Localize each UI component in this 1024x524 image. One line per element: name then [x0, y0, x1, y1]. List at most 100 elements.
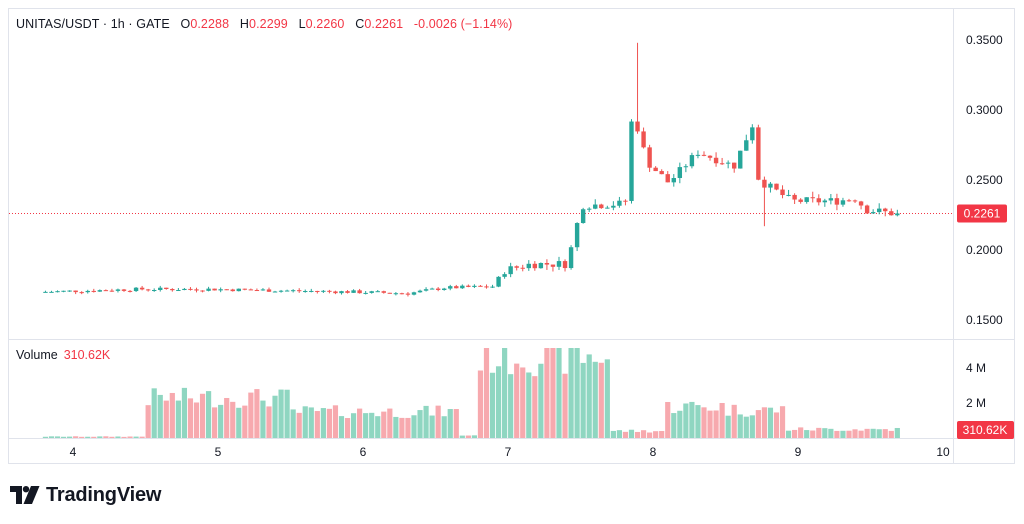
candle-body	[272, 291, 278, 293]
candle-body	[478, 285, 483, 287]
volume-bar	[864, 428, 870, 438]
candle-body	[574, 223, 580, 248]
chart-canvas[interactable]: 0.3500 0.3000 0.2500 0.2000 0.1500 4 M 2 M 4 5 6 7…	[0, 0, 1024, 470]
legend-separator: ·	[102, 17, 111, 31]
volume-bar	[562, 373, 568, 438]
volume-bar	[647, 432, 653, 438]
volume-bar	[332, 405, 339, 438]
volume-bar	[598, 362, 604, 438]
candle-body	[121, 289, 127, 291]
candle-body	[97, 290, 103, 292]
volume-bar	[822, 428, 828, 438]
candle-body	[889, 211, 894, 216]
volume-bar	[514, 363, 520, 438]
volume-bar	[199, 393, 206, 438]
volume-bar	[526, 372, 532, 438]
volume-bar	[435, 405, 441, 438]
low-label: L	[298, 17, 306, 31]
high-label: H	[239, 17, 250, 31]
candle-body	[327, 290, 332, 292]
volume-bar	[737, 414, 743, 438]
volume-bar	[187, 398, 194, 438]
candle-body	[544, 262, 550, 265]
candle-body	[115, 289, 121, 291]
volume-bar	[761, 407, 768, 438]
candle-body	[562, 261, 568, 269]
candle-body	[91, 290, 96, 292]
candle-body	[345, 291, 350, 293]
candle-body	[236, 288, 241, 292]
volume-bar	[60, 436, 67, 438]
volume-bar	[399, 417, 405, 438]
candle-body	[611, 205, 616, 208]
candle-body	[315, 290, 320, 292]
candle-body	[828, 198, 834, 201]
volume-bar	[230, 401, 236, 438]
volume-bar	[357, 408, 363, 438]
candle-body	[224, 289, 229, 291]
candle-body	[490, 286, 495, 288]
close-value: 0.2261	[364, 17, 404, 31]
volume-legend[interactable]: Volume 310.62K	[16, 348, 110, 362]
legend-separator: ·	[128, 17, 137, 31]
candle-body	[538, 262, 544, 269]
open-label: O	[180, 17, 191, 31]
candle-body	[369, 291, 374, 293]
volume-bar	[314, 411, 320, 438]
volume-bar	[393, 416, 399, 438]
current-price-badge	[957, 204, 1007, 223]
candle-body	[375, 291, 380, 293]
price-tick-label: 0.2000	[966, 243, 1003, 257]
tradingview-logo[interactable]: TradingView	[10, 484, 161, 506]
time-tick-label: 8	[650, 445, 657, 459]
volume-bar	[133, 436, 139, 438]
candle-body	[278, 290, 284, 292]
candle-body	[665, 174, 670, 183]
volume-tick-label: 2 M	[966, 396, 986, 410]
candle-body	[484, 286, 489, 288]
candle-body	[671, 178, 676, 183]
volume-bar	[73, 436, 79, 438]
candle-body	[834, 198, 840, 205]
volume-bar	[707, 410, 713, 438]
volume-bar	[731, 404, 737, 438]
candle-body	[641, 131, 646, 148]
candle-body	[508, 266, 513, 275]
candle-body	[448, 286, 453, 289]
candle-body	[49, 291, 54, 293]
candle-body	[732, 162, 737, 169]
price-tick-label: 0.2500	[966, 173, 1003, 187]
candle-body	[61, 290, 66, 292]
volume-bar	[350, 413, 357, 438]
volume-bar	[755, 410, 761, 438]
candle-body	[587, 208, 592, 210]
close-label: C	[355, 17, 365, 31]
symbol-name[interactable]: UNITAS/USDT	[16, 17, 100, 31]
candle-body	[514, 266, 519, 268]
candle-body	[520, 267, 525, 269]
volume-bar	[320, 408, 326, 438]
candle-body	[158, 287, 163, 291]
candle-body	[617, 200, 622, 206]
volume-bar	[387, 408, 393, 438]
time-tick-label: 10	[936, 445, 950, 459]
candle-body	[248, 289, 254, 291]
volume-bar	[846, 430, 852, 438]
volume-bar	[532, 376, 538, 438]
candle-body	[466, 285, 471, 287]
volume-bar	[689, 401, 695, 438]
candle-body	[768, 183, 773, 188]
candle-body	[321, 290, 326, 292]
candle-body	[472, 285, 477, 287]
volume-bar	[151, 388, 157, 438]
candle-body	[695, 154, 701, 156]
symbol-legend[interactable]: UNITAS/USDT · 1h · GATE O0.2288 H0.2299 …	[16, 17, 512, 31]
candle-body	[206, 288, 211, 291]
volume-bar	[212, 407, 218, 438]
volume-bar	[834, 430, 840, 438]
candle-body	[170, 289, 175, 291]
candle-body	[719, 163, 725, 165]
volume-bar	[489, 372, 496, 438]
volume-bar	[574, 348, 580, 438]
candles	[43, 42, 900, 297]
